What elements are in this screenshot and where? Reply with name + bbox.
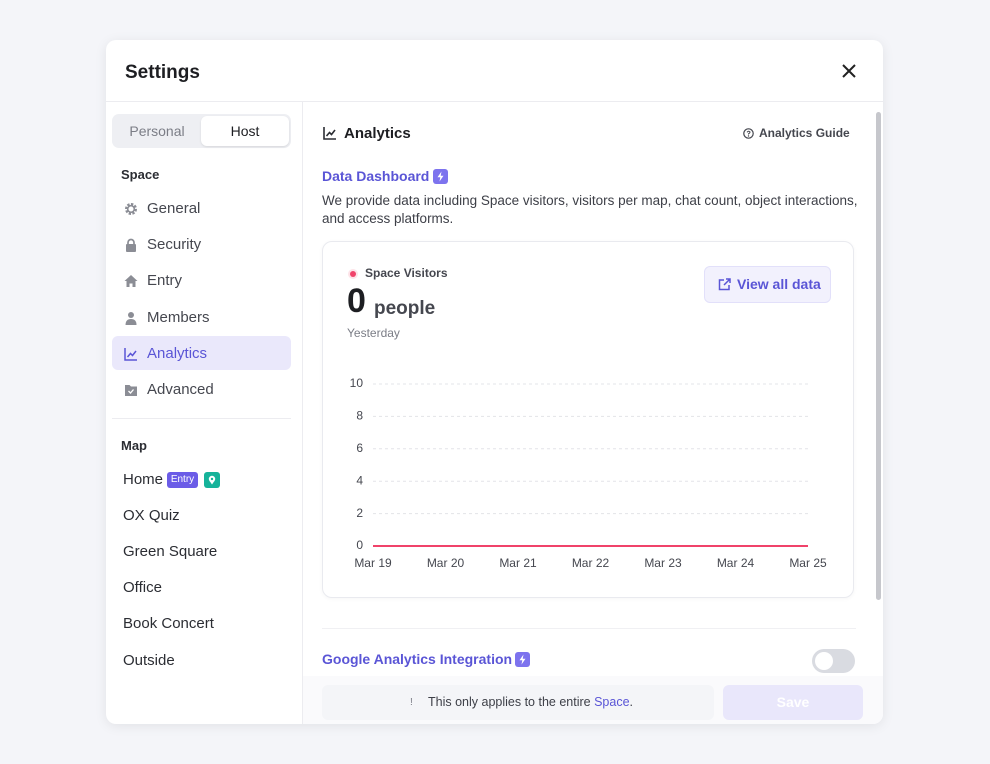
x-tick-label: Mar 20: [427, 556, 465, 570]
map-item[interactable]: Book Concert: [123, 615, 214, 633]
menu-item[interactable]: Members: [147, 308, 210, 326]
menu-icon: [124, 275, 138, 288]
y-tick-label: 4: [356, 473, 363, 487]
notice-row: This only applies to the entire Space.: [428, 685, 633, 720]
footer: ! This only applies to the entire Space.…: [303, 676, 883, 724]
x-tick-label: Mar 23: [644, 556, 682, 570]
map-item[interactable]: Home: [123, 471, 164, 488]
menu-item-selected[interactable]: Analytics: [147, 344, 208, 362]
section-title: Analytics: [344, 125, 411, 142]
period: Yesterday: [347, 326, 400, 340]
menu-item[interactable]: Entry: [147, 272, 183, 290]
section-heading: Map: [121, 438, 147, 453]
badge: Entry: [167, 472, 198, 488]
bolt-badge: [515, 652, 530, 667]
pin-badge: [204, 472, 220, 488]
menu-icon: [125, 385, 137, 396]
tab[interactable]: Personal: [129, 123, 185, 139]
divider: [302, 102, 303, 724]
menu-icon: [126, 238, 136, 253]
help-icon: [743, 128, 754, 139]
selected-highlight: [112, 336, 291, 370]
map-item[interactable]: Green Square: [123, 543, 218, 561]
x-tick-label: Mar 25: [789, 556, 827, 570]
notice: ! This only applies to the entire Space.: [322, 685, 714, 720]
x-tick-label: Mar 22: [572, 556, 610, 570]
legend-label: Space Visitors: [365, 266, 448, 280]
close-button[interactable]: [840, 62, 858, 80]
map-item[interactable]: OX Quiz: [123, 507, 180, 525]
menu-item[interactable]: Advanced: [147, 381, 214, 398]
notice-text: This only applies to the entire: [428, 695, 591, 709]
menu-icon: [125, 311, 137, 325]
menu-icon: [125, 203, 137, 215]
analytics-card: Space Visitors 0 people Yesterday View a…: [322, 241, 854, 598]
analytics-icon: [323, 127, 336, 140]
y-tick-label: 0: [356, 538, 363, 552]
scroll-thumb: [876, 112, 881, 600]
notice-icon: !: [410, 697, 413, 708]
menu-item[interactable]: General: [147, 200, 201, 217]
scrollbar: [876, 102, 883, 674]
metric-unit: people: [374, 298, 436, 319]
y-tick-label: 8: [356, 409, 363, 423]
y-tick-label: 6: [356, 441, 363, 455]
map-item[interactable]: Office: [123, 579, 162, 597]
description: We provide data including Space visitors…: [322, 193, 858, 226]
save-button[interactable]: Save: [723, 685, 863, 720]
legend-dot: [348, 269, 358, 279]
menu-item[interactable]: Security: [147, 236, 202, 254]
toggle[interactable]: [812, 649, 855, 673]
guide-link[interactable]: Analytics Guide: [759, 126, 850, 140]
modal-title: Settings: [125, 62, 200, 83]
divider: [112, 418, 291, 419]
dashboard-title: Data Dashboard: [322, 168, 430, 184]
x-tick-label: Mar 19: [354, 556, 392, 570]
button-label: View all data: [737, 276, 821, 292]
y-tick-label: 10: [350, 376, 364, 390]
notice-end: .: [629, 695, 634, 709]
settings-modal: Settings Personal Host Space General Secu…: [106, 40, 883, 724]
divider: [322, 628, 856, 629]
y-tick-label: 2: [356, 506, 363, 520]
tab-switch: Personal Host: [112, 114, 291, 148]
metric-value: 0: [347, 282, 366, 320]
ga-title: Google Analytics Integration: [322, 651, 513, 667]
line-chart: 0 2 4 6 8 10 Mar 19 Mar 20 Mar 21 Mar 22 Mar 23 Mar…: [350, 376, 827, 570]
x-tick-label: Mar 21: [499, 556, 537, 570]
menu-icon: [124, 347, 137, 361]
section-heading: Space: [121, 167, 160, 182]
tab-active[interactable]: Host: [201, 116, 289, 146]
bolt-badge: [433, 169, 448, 184]
view-all-button[interactable]: View all data: [704, 266, 831, 303]
divider: [106, 101, 883, 102]
notice-link[interactable]: Space: [594, 695, 630, 709]
external-icon: [718, 278, 731, 291]
x-tick-label: Mar 24: [717, 556, 755, 570]
map-item[interactable]: Outside: [123, 651, 175, 669]
